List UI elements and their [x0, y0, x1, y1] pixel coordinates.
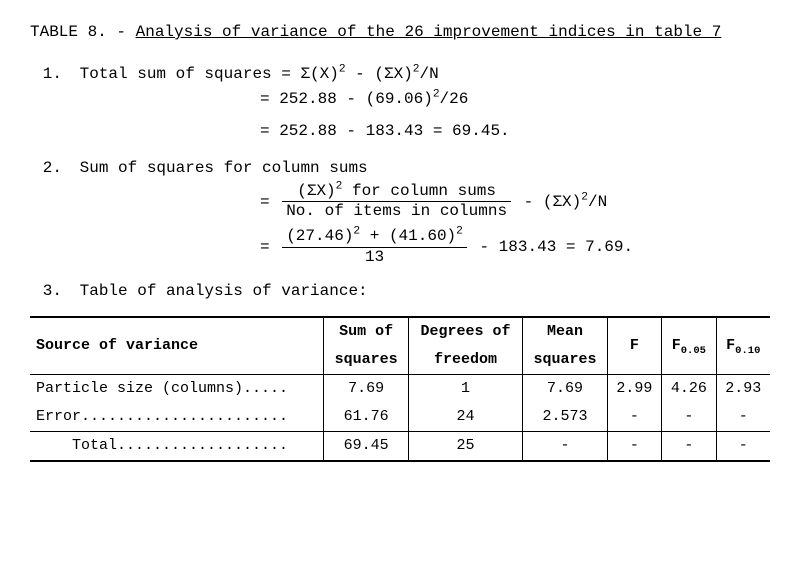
caption-text: Analysis of variance of the 26 improveme… [136, 23, 722, 41]
cell-f10: - [716, 432, 770, 462]
item-3: 3. Table of analysis of variance: [30, 279, 770, 305]
cell-source: Particle size (columns)..... [30, 375, 324, 404]
item-2-after1sup: 2 [581, 192, 588, 204]
cell-ms: 2.573 [523, 403, 607, 432]
item-1-text-c: /N [420, 65, 439, 83]
th-f05-f: F [672, 337, 681, 354]
th-ss-b: squares [324, 346, 408, 375]
th-f10-f: F [726, 337, 735, 354]
cell-ss: 69.45 [324, 432, 408, 462]
cell-df: 24 [408, 403, 522, 432]
item-1: 1. Total sum of squares = Σ(X)2 - (ΣX)2/… [30, 62, 770, 145]
item-2-eq2: = (27.46)2 + (41.60)2 13 - 183.43 = 7.69… [260, 227, 770, 266]
th-source: Source of variance [30, 317, 324, 375]
table-caption: TABLE 8. - Analysis of variance of the 2… [30, 20, 770, 46]
table-row: Particle size (columns).....7.6917.692.9… [30, 375, 770, 404]
anova-table: Source of variance Sum of Degrees of Mea… [30, 316, 770, 462]
item-2-after2: - 183.43 = 7.69. [470, 238, 633, 256]
th-df-a: Degrees of [408, 317, 522, 346]
frac2-num-sup2: 2 [456, 226, 463, 238]
cell-f10: 2.93 [716, 375, 770, 404]
item-2-frac2: (27.46)2 + (41.60)2 13 [282, 227, 467, 266]
frac2-num-b: + (41.60) [360, 227, 456, 245]
th-f: F [607, 317, 661, 375]
item-1-line2a: = 252.88 - (69.06) [260, 90, 433, 108]
item-2-after1a: - (ΣX) [514, 193, 581, 211]
th-df-b: freedom [408, 346, 522, 375]
frac1-num-b: for column sums [342, 182, 496, 200]
item-1-line2: = 252.88 - (69.06)2/26 [260, 87, 770, 113]
cell-f: - [607, 432, 661, 462]
th-f10-sub: 0.10 [735, 345, 760, 357]
cell-df: 25 [408, 432, 522, 462]
item-1-line3: = 252.88 - 183.43 = 69.45. [260, 119, 770, 145]
cell-f: 2.99 [607, 375, 661, 404]
th-f10: F0.10 [716, 317, 770, 375]
th-f05-sub: 0.05 [681, 345, 706, 357]
item-1-line2b: /26 [440, 90, 469, 108]
frac1-num-a: (ΣX) [297, 182, 335, 200]
frac2-num-a: (27.46) [286, 227, 353, 245]
cell-df: 1 [408, 375, 522, 404]
th-ss-a: Sum of [324, 317, 408, 346]
cell-source: Total................... [30, 432, 324, 462]
table-row: Total...................69.4525---- [30, 432, 770, 462]
caption-prefix: TABLE 8. - [30, 23, 136, 41]
item-2-eq1: = (ΣX)2 for column sums No. of items in … [260, 182, 770, 221]
item-1-sup2: 2 [413, 63, 420, 75]
item-1-number: 1. [30, 62, 62, 88]
item-2-frac1: (ΣX)2 for column sums No. of items in co… [282, 182, 511, 221]
item-2-number: 2. [30, 156, 62, 182]
cell-source: Error....................... [30, 403, 324, 432]
th-ms-b: squares [523, 346, 607, 375]
item-1-text-b: - (ΣX) [346, 65, 413, 83]
cell-f: - [607, 403, 661, 432]
item-2-after1b: /N [588, 193, 607, 211]
cell-ms: 7.69 [523, 375, 607, 404]
cell-ss: 7.69 [324, 375, 408, 404]
item-3-label: Table of analysis of variance: [80, 282, 368, 300]
cell-ms: - [523, 432, 607, 462]
item-3-number: 3. [30, 279, 62, 305]
item-2: 2. Sum of squares for column sums = (ΣX)… [30, 156, 770, 266]
item-1-line2sup: 2 [433, 89, 440, 101]
item-1-text-a: Total sum of squares = Σ(X) [80, 65, 339, 83]
frac2-den: 13 [282, 248, 467, 267]
item-1-sup1: 2 [339, 63, 346, 75]
th-ms-a: Mean [523, 317, 607, 346]
th-f05: F0.05 [662, 317, 716, 375]
item-2-label: Sum of squares for column sums [80, 159, 368, 177]
cell-f05: - [662, 432, 716, 462]
cell-ss: 61.76 [324, 403, 408, 432]
frac1-den: No. of items in columns [282, 202, 511, 221]
cell-f10: - [716, 403, 770, 432]
table-row: Error.......................61.76242.573… [30, 403, 770, 432]
cell-f05: 4.26 [662, 375, 716, 404]
cell-f05: - [662, 403, 716, 432]
